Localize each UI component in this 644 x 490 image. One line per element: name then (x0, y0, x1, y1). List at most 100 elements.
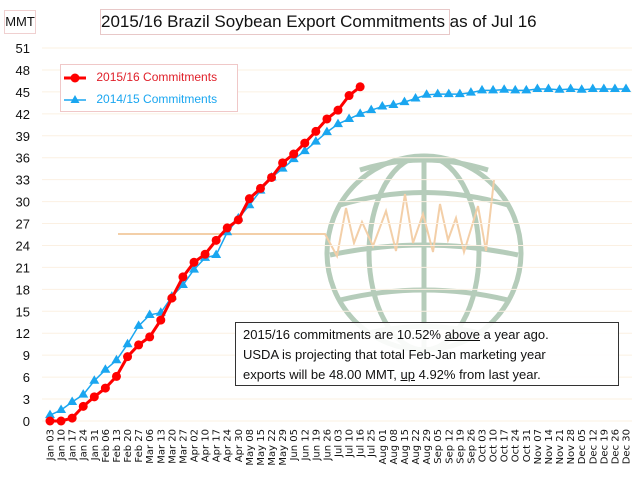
x-tick-label: Jun 05 (289, 429, 300, 462)
data-point-2014-15 (521, 84, 532, 94)
y-tick-label: 0 (23, 414, 30, 429)
legend-label: 2014/15 Commitments (96, 92, 218, 106)
data-point-2015-16 (300, 138, 310, 148)
data-point-2015-16 (189, 257, 199, 267)
x-tick-label: Oct 31 (522, 429, 533, 462)
x-tick-label: Apr 17 (212, 429, 223, 462)
y-tick-label: 3 (23, 392, 30, 407)
data-point-2014-15 (133, 320, 144, 329)
data-point-2015-16 (211, 235, 221, 245)
data-point-2015-16 (111, 371, 121, 381)
annotation-emphasis: up (400, 367, 415, 382)
x-tick-label: Aug 15 (400, 429, 411, 464)
x-tick-label: Jun 26 (322, 429, 333, 462)
x-tick-label: Mar 13 (156, 429, 167, 464)
y-tick-label: 18 (16, 282, 30, 297)
data-point-2014-15 (621, 83, 631, 92)
data-point-2015-16 (100, 383, 110, 393)
data-point-2014-15 (499, 84, 510, 93)
data-point-2014-15 (344, 113, 355, 122)
x-tick-label: Jan 24 (79, 429, 90, 461)
data-point-2015-16 (311, 126, 321, 136)
x-tick-label: Apr 10 (201, 429, 212, 462)
x-tick-label: Aug 22 (411, 429, 422, 464)
data-point-2014-15 (609, 83, 620, 92)
annotation-text: 2015/16 commitments are 10.52% (243, 327, 445, 342)
data-point-2014-15 (310, 136, 321, 145)
data-point-2014-15 (321, 126, 332, 136)
x-tick-label: Oct 10 (489, 429, 500, 462)
x-tick-label: Dec 12 (588, 429, 599, 464)
data-point-2014-15 (576, 84, 587, 93)
y-tick-label: 9 (23, 348, 30, 363)
data-point-2015-16 (67, 413, 77, 423)
data-point-2014-15 (488, 84, 499, 94)
x-tick-label: Apr 24 (223, 429, 234, 462)
data-point-2015-16 (78, 401, 88, 411)
x-tick-label: May 22 (267, 429, 278, 466)
legend: 2015/16 Commitments 2014/15 Commitments (60, 64, 238, 112)
x-tick-label: Dec 30 (622, 429, 633, 464)
data-point-2015-16 (333, 105, 343, 115)
x-tick-label: Dec 26 (610, 429, 621, 464)
x-tick-label: Feb 13 (112, 429, 123, 463)
annotation-text: USDA is projecting that total Feb-Jan ma… (243, 347, 546, 362)
data-point-2015-16 (278, 158, 288, 168)
x-tick-label: Nov 21 (555, 429, 566, 464)
x-tick-label: Sep 12 (444, 429, 455, 464)
x-tick-label: Jul 16 (356, 429, 367, 458)
y-tick-label: 36 (16, 151, 30, 166)
data-point-2014-15 (377, 101, 388, 110)
globe-watermark-icon (324, 153, 524, 353)
data-point-2014-15 (543, 83, 554, 92)
data-point-2014-15 (565, 83, 576, 92)
x-tick-label: Nov 07 (533, 429, 544, 464)
data-point-2015-16 (156, 315, 166, 325)
data-point-2014-15 (211, 249, 222, 258)
x-tick-label: Apr 30 (234, 429, 245, 462)
x-tick-label: Dec 19 (599, 429, 610, 464)
data-point-2014-15 (144, 309, 155, 318)
y-tick-label: 48 (16, 63, 30, 78)
x-tick-label: Jun 12 (300, 429, 311, 462)
data-point-2015-16 (322, 114, 332, 124)
data-point-2015-16 (200, 249, 210, 259)
y-axis-label: MMT (4, 10, 36, 34)
y-tick-label: 51 (16, 41, 30, 56)
x-tick-label: Aug 08 (389, 429, 400, 464)
data-point-2014-15 (189, 264, 199, 273)
x-tick-label: Jan 10 (57, 429, 68, 461)
x-tick-label: Oct 24 (511, 429, 522, 462)
data-point-2014-15 (177, 279, 188, 288)
data-point-2014-15 (355, 108, 366, 117)
data-point-2014-15 (45, 409, 55, 419)
x-tick-label: Oct 03 (478, 429, 489, 462)
y-tick-label: 27 (16, 217, 30, 232)
x-tick-label: Nov 28 (566, 429, 577, 464)
y-tick-label: 12 (16, 326, 30, 341)
x-tick-label: Jan 03 (46, 429, 57, 461)
x-tick-label: May 29 (278, 429, 289, 466)
x-tick-label: Jul 25 (367, 429, 378, 458)
data-point-2015-16 (244, 194, 254, 204)
data-point-2014-15 (111, 354, 122, 364)
x-tick-label: Jan 31 (90, 429, 101, 461)
y-tick-label: 30 (16, 195, 30, 210)
data-point-2014-15 (443, 88, 454, 98)
data-point-2014-15 (399, 96, 410, 106)
annotation-text: a year ago. (480, 327, 549, 342)
data-point-2015-16 (355, 82, 365, 92)
x-tick-label: Mar 27 (178, 429, 189, 464)
y-tick-label: 42 (16, 107, 30, 122)
data-point-2014-15 (100, 364, 111, 373)
data-point-2014-15 (89, 375, 100, 384)
x-tick-label: Mar 06 (145, 429, 156, 464)
annotation-text: exports will be 48.00 MMT, (243, 367, 401, 382)
x-tick-label: Sep 19 (455, 429, 466, 464)
x-tick-label: Feb 06 (101, 429, 112, 463)
x-tick-label: Sep 05 (433, 429, 444, 464)
data-point-2014-15 (532, 83, 543, 92)
x-tick-label: Nov 14 (544, 429, 555, 464)
y-tick-label: 39 (16, 129, 30, 144)
